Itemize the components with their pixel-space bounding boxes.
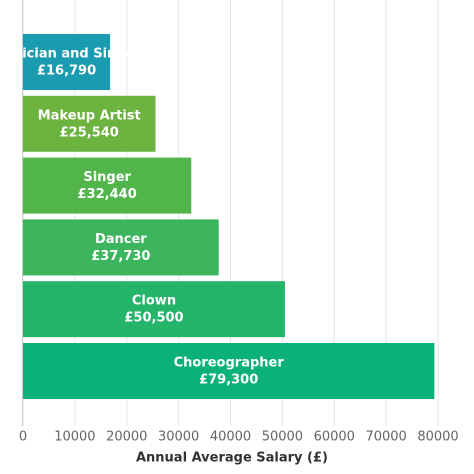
x-axis-label: Annual Average Salary (£)	[136, 451, 328, 466]
bar-value-label: £16,790	[37, 64, 96, 79]
bar	[23, 281, 285, 338]
x-tick-label: 70000	[365, 430, 406, 445]
bar-value-label: £37,730	[91, 249, 150, 264]
x-tick-label: 50000	[262, 430, 303, 445]
bar-value-label: £79,300	[199, 373, 258, 388]
bar-value-label: £32,440	[78, 187, 137, 202]
bar-value-label: £50,500	[124, 311, 183, 326]
bar-category-label: Singer	[83, 170, 131, 185]
bar-category-label: Dancer	[95, 232, 147, 247]
x-tick-label: 20000	[106, 430, 147, 445]
bar	[23, 343, 435, 399]
bar	[23, 219, 219, 276]
x-tick-label: 60000	[314, 430, 355, 445]
x-tick-label: 40000	[210, 430, 251, 445]
bar	[23, 157, 192, 214]
x-tick-label: 10000	[54, 430, 95, 445]
bar-category-label: Makeup Artist	[38, 108, 141, 123]
plot-area: Musician and Singer £16,790 Makeup Artist £…	[0, 34, 435, 399]
x-tick-label: 0	[19, 430, 27, 445]
bar-category-label: Clown	[132, 294, 176, 309]
bar	[23, 34, 111, 90]
x-tick-label: 80000	[417, 430, 458, 445]
bar-category-label: Choreographer	[174, 356, 285, 371]
bar-value-label: £25,540	[60, 125, 119, 140]
bar-category-label: Musician and Singer	[0, 47, 141, 62]
bar	[23, 95, 156, 152]
x-tick-label: 30000	[158, 430, 199, 445]
